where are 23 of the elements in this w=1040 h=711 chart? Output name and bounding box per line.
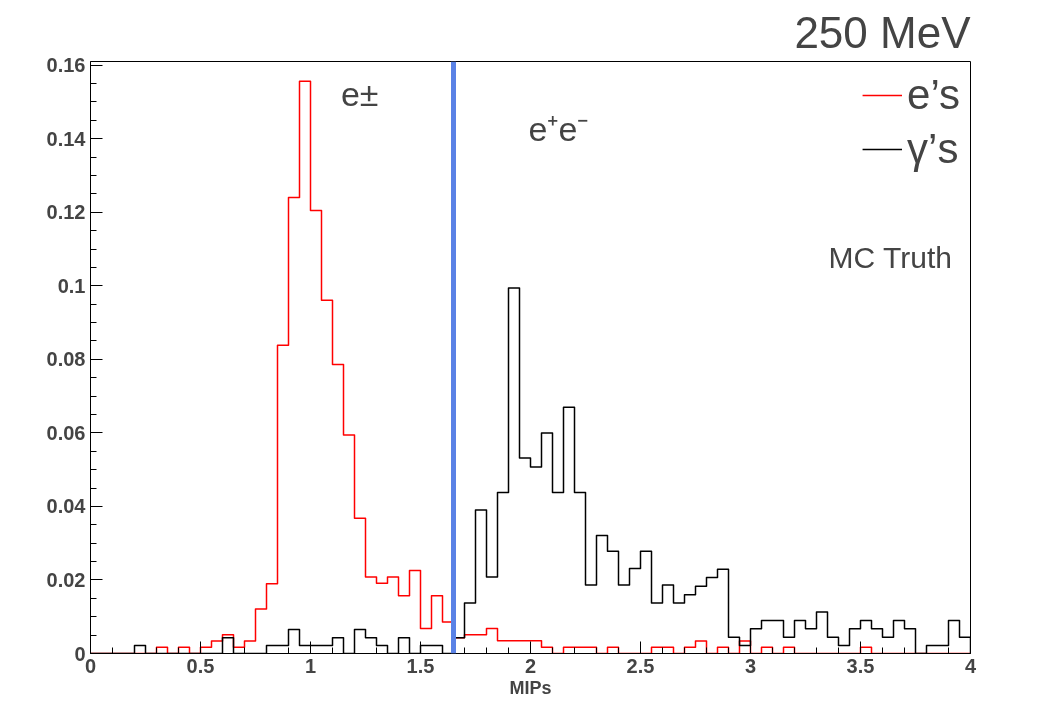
legend-label: γ’s <box>907 125 959 173</box>
y-tick-label: 0.08 <box>46 348 86 371</box>
y-tick-label: 0.1 <box>57 274 86 297</box>
y-tick-label: 0.16 <box>46 54 86 77</box>
y-tick-label: 0.14 <box>46 127 87 150</box>
x-tick-label: 2 <box>524 654 537 677</box>
x-tick-label: 1 <box>304 654 317 677</box>
annotation: e⁺e⁻ <box>528 109 589 148</box>
x-tick-label: 4 <box>964 654 977 677</box>
legend-label: e’s <box>907 71 960 119</box>
x-tick-label: 2.5 <box>626 654 655 677</box>
x-axis-title: MIPs <box>509 677 552 698</box>
annotation: e± <box>340 74 379 113</box>
annotation: MC Truth <box>828 240 952 274</box>
x-tick-label: 0.5 <box>186 654 215 677</box>
y-tick-label: 0.12 <box>46 201 86 224</box>
x-tick-label: 3.5 <box>846 654 875 677</box>
y-tick-label: 0.04 <box>46 495 87 518</box>
chart-title: 250 MeV <box>794 7 972 57</box>
y-tick-label: 0.06 <box>46 421 86 444</box>
y-tick-label: 0.02 <box>46 568 86 591</box>
x-tick-label: 1.5 <box>406 654 435 677</box>
x-tick-label: 3 <box>744 654 757 677</box>
